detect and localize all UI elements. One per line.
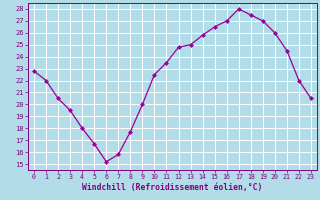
X-axis label: Windchill (Refroidissement éolien,°C): Windchill (Refroidissement éolien,°C) [82, 183, 263, 192]
